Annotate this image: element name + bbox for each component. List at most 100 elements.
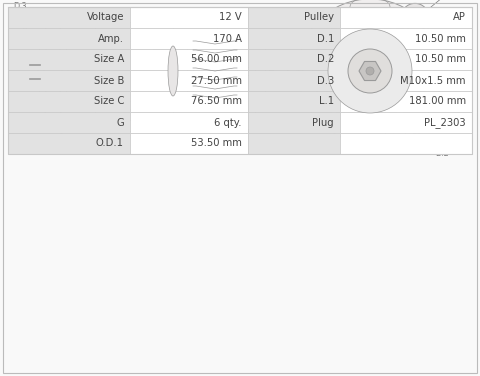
- Bar: [248, 91, 340, 112]
- Polygon shape: [409, 52, 426, 62]
- Bar: [8, 133, 130, 154]
- Text: Size C: Size C: [94, 97, 124, 106]
- Polygon shape: [379, 111, 389, 127]
- Bar: [340, 112, 472, 133]
- Circle shape: [348, 49, 392, 93]
- Polygon shape: [329, 26, 344, 42]
- Text: G: G: [214, 10, 220, 19]
- Polygon shape: [408, 85, 424, 96]
- Polygon shape: [359, 61, 381, 80]
- Polygon shape: [313, 58, 329, 67]
- Circle shape: [409, 11, 421, 23]
- Bar: [8, 7, 130, 28]
- Bar: [340, 133, 472, 154]
- Polygon shape: [322, 35, 337, 49]
- Text: D.4: D.4: [13, 123, 26, 132]
- Text: Size A: Size A: [94, 55, 124, 65]
- Bar: [8, 112, 130, 133]
- Text: 12 V: 12 V: [219, 12, 242, 23]
- Bar: [248, 7, 340, 28]
- Polygon shape: [335, 104, 348, 120]
- Bar: [130, 49, 248, 70]
- Polygon shape: [384, 17, 395, 33]
- Polygon shape: [357, 112, 366, 128]
- Text: Size B: Size B: [94, 76, 124, 85]
- Text: 6 qty.: 6 qty.: [215, 117, 242, 127]
- Text: D.1: D.1: [317, 33, 334, 44]
- Polygon shape: [363, 14, 370, 29]
- Bar: [53, 22, 173, 120]
- Text: C: C: [158, 124, 164, 133]
- Polygon shape: [388, 106, 401, 122]
- Circle shape: [366, 67, 374, 75]
- Bar: [130, 7, 248, 28]
- Polygon shape: [396, 100, 411, 115]
- Text: Amp.: Amp.: [98, 33, 124, 44]
- Polygon shape: [325, 97, 341, 112]
- Polygon shape: [350, 15, 360, 32]
- Polygon shape: [316, 46, 332, 58]
- Text: 181.00 mm: 181.00 mm: [409, 97, 466, 106]
- Bar: [248, 133, 340, 154]
- Polygon shape: [374, 14, 383, 30]
- Bar: [248, 112, 340, 133]
- Bar: [130, 70, 248, 91]
- Text: AP: AP: [453, 12, 466, 23]
- Ellipse shape: [38, 22, 68, 120]
- Polygon shape: [405, 40, 421, 53]
- Text: G: G: [116, 117, 124, 127]
- Polygon shape: [412, 64, 427, 71]
- Polygon shape: [319, 89, 335, 102]
- Text: A: A: [212, 124, 218, 133]
- Bar: [8, 91, 130, 112]
- Text: D.3: D.3: [317, 76, 334, 85]
- Bar: [8, 49, 130, 70]
- Polygon shape: [314, 80, 331, 91]
- Bar: [340, 91, 472, 112]
- Text: M10x1.5 mm: M10x1.5 mm: [400, 76, 466, 85]
- Polygon shape: [370, 113, 377, 128]
- Circle shape: [313, 14, 427, 128]
- Text: 10.50 mm: 10.50 mm: [415, 55, 466, 65]
- Polygon shape: [339, 20, 352, 36]
- Circle shape: [328, 29, 412, 113]
- Text: L.1: L.1: [319, 97, 334, 106]
- Circle shape: [394, 129, 406, 141]
- Bar: [173, 33, 187, 109]
- Text: 170 A: 170 A: [213, 33, 242, 44]
- Bar: [340, 49, 472, 70]
- Bar: [8, 70, 130, 91]
- Bar: [130, 133, 248, 154]
- Bar: [8, 28, 130, 49]
- Ellipse shape: [168, 46, 178, 96]
- Bar: [8, 7, 472, 154]
- Polygon shape: [313, 71, 328, 78]
- Text: Pulley: Pulley: [304, 12, 334, 23]
- Bar: [40, 62, 54, 67]
- Text: D.3: D.3: [13, 2, 26, 11]
- Text: 56.00 mm: 56.00 mm: [191, 55, 242, 65]
- Circle shape: [401, 3, 429, 31]
- Polygon shape: [399, 30, 415, 45]
- Text: D.2: D.2: [317, 55, 334, 65]
- Text: 10.50 mm: 10.50 mm: [415, 33, 466, 44]
- Text: 53.50 mm: 53.50 mm: [191, 138, 242, 149]
- Polygon shape: [411, 75, 427, 84]
- Polygon shape: [392, 23, 406, 38]
- Circle shape: [294, 59, 306, 71]
- Bar: [248, 49, 340, 70]
- Circle shape: [385, 120, 414, 149]
- Text: O.D.1: O.D.1: [269, 60, 278, 82]
- Bar: [130, 112, 248, 133]
- Text: Voltage: Voltage: [86, 12, 124, 23]
- Text: 27.50 mm: 27.50 mm: [191, 76, 242, 85]
- Text: PL_2303: PL_2303: [424, 117, 466, 128]
- Text: L.1: L.1: [148, 136, 160, 145]
- Circle shape: [298, 0, 442, 143]
- Text: Plug: Plug: [312, 117, 334, 127]
- Polygon shape: [345, 109, 357, 125]
- Text: O.D.1: O.D.1: [96, 138, 124, 149]
- Bar: [248, 70, 340, 91]
- Bar: [130, 91, 248, 112]
- Bar: [248, 28, 340, 49]
